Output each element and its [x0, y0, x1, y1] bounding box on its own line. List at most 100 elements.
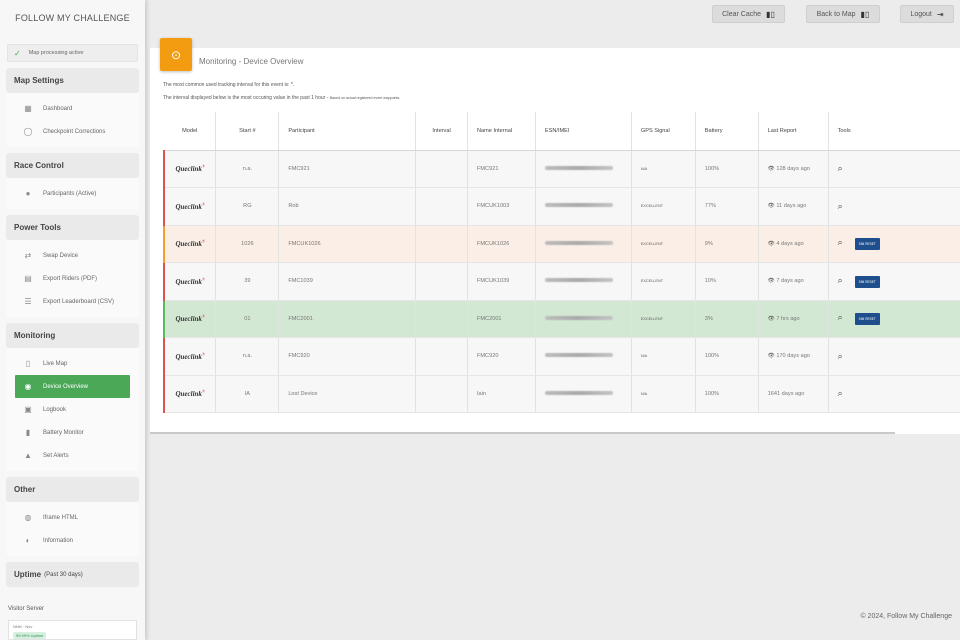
- cell-name-internal: FMC2001: [467, 300, 536, 338]
- back-to-map-label: Back to Map: [816, 10, 856, 18]
- interval-note-text: The interval displayed below is the most…: [163, 95, 329, 101]
- gps-signal-value: N/A: [640, 391, 648, 396]
- search-device-icon[interactable]: ⌕: [837, 163, 843, 174]
- logout-icon: ⇥: [936, 9, 944, 19]
- search-device-icon[interactable]: ⌕: [837, 274, 843, 285]
- search-device-icon[interactable]: ⌕: [837, 312, 843, 323]
- cell-interval: [415, 225, 468, 263]
- sidebar-item-live-map[interactable]: ▯ Live Map: [6, 352, 139, 375]
- table-row[interactable]: Queclink® 01 FMC2001 FMC2001 EXCELLENT 3% 👁︎ 7…: [163, 300, 960, 338]
- last-report-value: 7 hrs ago: [776, 315, 800, 322]
- sidebar-item-export-riders[interactable]: ▤ Export Riders (PDF): [6, 267, 139, 290]
- cell-name-internal: FMCUK1026: [467, 225, 536, 263]
- section-power-tools: Power Tools: [6, 215, 139, 240]
- redacted-imei: [544, 278, 613, 283]
- col-interval[interactable]: Interval: [415, 112, 468, 151]
- cell-last-report: 👁︎ 4 days ago: [758, 225, 829, 263]
- sidebar-item-label: Information: [43, 537, 74, 544]
- gps-signal-value: EXCELLENT: [640, 279, 664, 284]
- check-icon: ✓: [14, 48, 21, 58]
- sidebar-item-information[interactable]: ◐ Information: [6, 529, 139, 552]
- sidebar-item-label: Checkpoint Corrections: [43, 128, 106, 135]
- table-row[interactable]: Queclink® n.a. FMC921 FMC921 N/A 100% 👁︎ 128 d…: [163, 150, 960, 188]
- cell-name-internal: FMC921: [467, 150, 536, 188]
- battery-icon: ▮: [25, 428, 31, 437]
- back-to-map-button[interactable]: Back to Map ▮▯: [806, 5, 880, 23]
- sidebar-item-dashboard[interactable]: ▦ Dashboard: [6, 97, 139, 120]
- cell-gps-signal: N/A: [631, 150, 696, 188]
- eye-icon: 👁︎: [767, 240, 777, 247]
- col-name-internal[interactable]: Name Internal: [467, 112, 536, 151]
- sidebar-item-label: Export Leaderboard (CSV): [43, 298, 115, 305]
- sidebar-item-label: Swap Device: [43, 252, 79, 259]
- cell-participant: FMC2001: [278, 300, 417, 338]
- redacted-imei: [544, 203, 613, 208]
- table-row[interactable]: Queclink® n.a. FMC920 FMC920 N/A 100% 👁︎ 170 d…: [163, 337, 960, 376]
- sidebar-item-label: Participants (Active): [43, 190, 97, 197]
- gps-signal-value: EXCELLENT: [640, 316, 664, 321]
- table-row[interactable]: Queclink® 39 FMC1039 FMCUK1039 EXCELLENT 10% 👁…: [163, 262, 960, 301]
- cell-start: n.a.: [215, 150, 280, 188]
- sidebar-item-label: Iframe HTML: [43, 514, 79, 521]
- section-uptime: Uptime (Past 30 days): [6, 562, 139, 587]
- swap-icon: ⇄: [24, 251, 32, 260]
- col-participant[interactable]: Participant: [278, 112, 417, 151]
- list-icon: ☰: [24, 297, 32, 306]
- cell-last-report: 👁︎ 128 days ago: [758, 150, 829, 188]
- cell-gps-signal: N/A: [631, 375, 696, 413]
- redacted-imei: [544, 353, 613, 358]
- col-model[interactable]: Model: [164, 112, 217, 151]
- search-device-icon[interactable]: ⌕: [837, 200, 843, 211]
- sidebar: FOLLOW MY CHALLENGE ✓ Map processing act…: [0, 0, 145, 640]
- col-start[interactable]: Start #: [215, 112, 280, 151]
- sidebar-item-label: Dashboard: [43, 105, 73, 112]
- search-device-icon[interactable]: ⌕: [837, 237, 843, 248]
- sidebar-item-iframe-html[interactable]: ◍ Iframe HTML: [6, 506, 139, 529]
- sim-reset-button[interactable]: SIM RESET: [854, 313, 880, 325]
- sidebar-item-export-leaderboard[interactable]: ☰ Export Leaderboard (CSV): [6, 290, 139, 313]
- panel-divider: [150, 432, 895, 434]
- sidebar-item-participants[interactable]: ● Participants (Active): [6, 182, 139, 205]
- sidebar-item-checkpoint-corrections[interactable]: ◯ Checkpoint Corrections: [6, 120, 139, 143]
- sidebar-item-label: Set Alerts: [43, 452, 69, 459]
- last-report-value: 11 days ago: [776, 203, 807, 210]
- queclink-logo: Queclink®: [175, 314, 205, 324]
- cell-model: Queclink®: [163, 262, 217, 301]
- sidebar-item-swap-device[interactable]: ⇄ Swap Device: [6, 244, 139, 267]
- clear-cache-button[interactable]: Clear Cache ▮▯: [712, 5, 785, 23]
- sidebar-item-battery-monitor[interactable]: ▮ Battery Monitor: [6, 421, 139, 444]
- uptime-title: Uptime: [14, 570, 42, 579]
- cell-battery: 9%: [695, 225, 759, 263]
- status-text: Map processing active: [28, 50, 84, 56]
- search-device-icon[interactable]: ⌕: [837, 350, 843, 361]
- table-row[interactable]: Queclink® 1026 FMCUK1026 FMCUK1026 EXCELLENT…: [163, 225, 960, 263]
- eye-icon: 👁︎: [767, 353, 777, 360]
- user-icon: ●: [25, 189, 31, 198]
- gps-signal-value: EXCELLENT: [640, 241, 664, 246]
- cell-participant: FMCUK1026: [278, 225, 417, 263]
- logout-button[interactable]: Logout ⇥: [900, 5, 954, 23]
- map-icon: ▮▯: [860, 9, 870, 19]
- col-last-report[interactable]: Last Report: [758, 112, 829, 151]
- footer-copyright: © 2024, Follow My Challenge: [860, 613, 952, 620]
- map-icon: ▯: [25, 359, 31, 368]
- last-report-value: 1641 days ago: [767, 390, 805, 397]
- sidebar-item-set-alerts[interactable]: ▲ Set Alerts: [6, 444, 139, 467]
- sidebar-item-logbook[interactable]: ▣ Logbook: [6, 398, 139, 421]
- sidebar-item-device-overview[interactable]: ◉ Device Overview: [15, 375, 130, 398]
- cell-participant: FMC921: [278, 150, 417, 188]
- table-row[interactable]: Queclink® IA Lost Device Iain N/A 100% 1641 da…: [163, 375, 960, 413]
- col-esn-imei[interactable]: ESN/IMEI: [535, 112, 632, 151]
- alert-icon: ▲: [24, 451, 32, 460]
- cell-gps-signal: EXCELLENT: [631, 225, 696, 263]
- sim-reset-button[interactable]: SIM RESET: [854, 275, 880, 288]
- table-row[interactable]: Queclink® RG Rob FMCUK1003 EXCELLENT 77% 👁︎ 11…: [163, 187, 960, 226]
- last-report-value: 4 days ago: [776, 240, 804, 247]
- col-battery[interactable]: Battery: [695, 112, 759, 151]
- col-gps-signal[interactable]: GPS Signal: [631, 112, 696, 151]
- cell-esn-imei: [535, 337, 632, 376]
- brand-title[interactable]: FOLLOW MY CHALLENGE: [15, 13, 130, 23]
- sim-reset-button[interactable]: SIM RESET: [854, 238, 880, 250]
- search-device-icon[interactable]: ⌕: [837, 388, 843, 399]
- cell-model: Queclink®: [163, 337, 217, 376]
